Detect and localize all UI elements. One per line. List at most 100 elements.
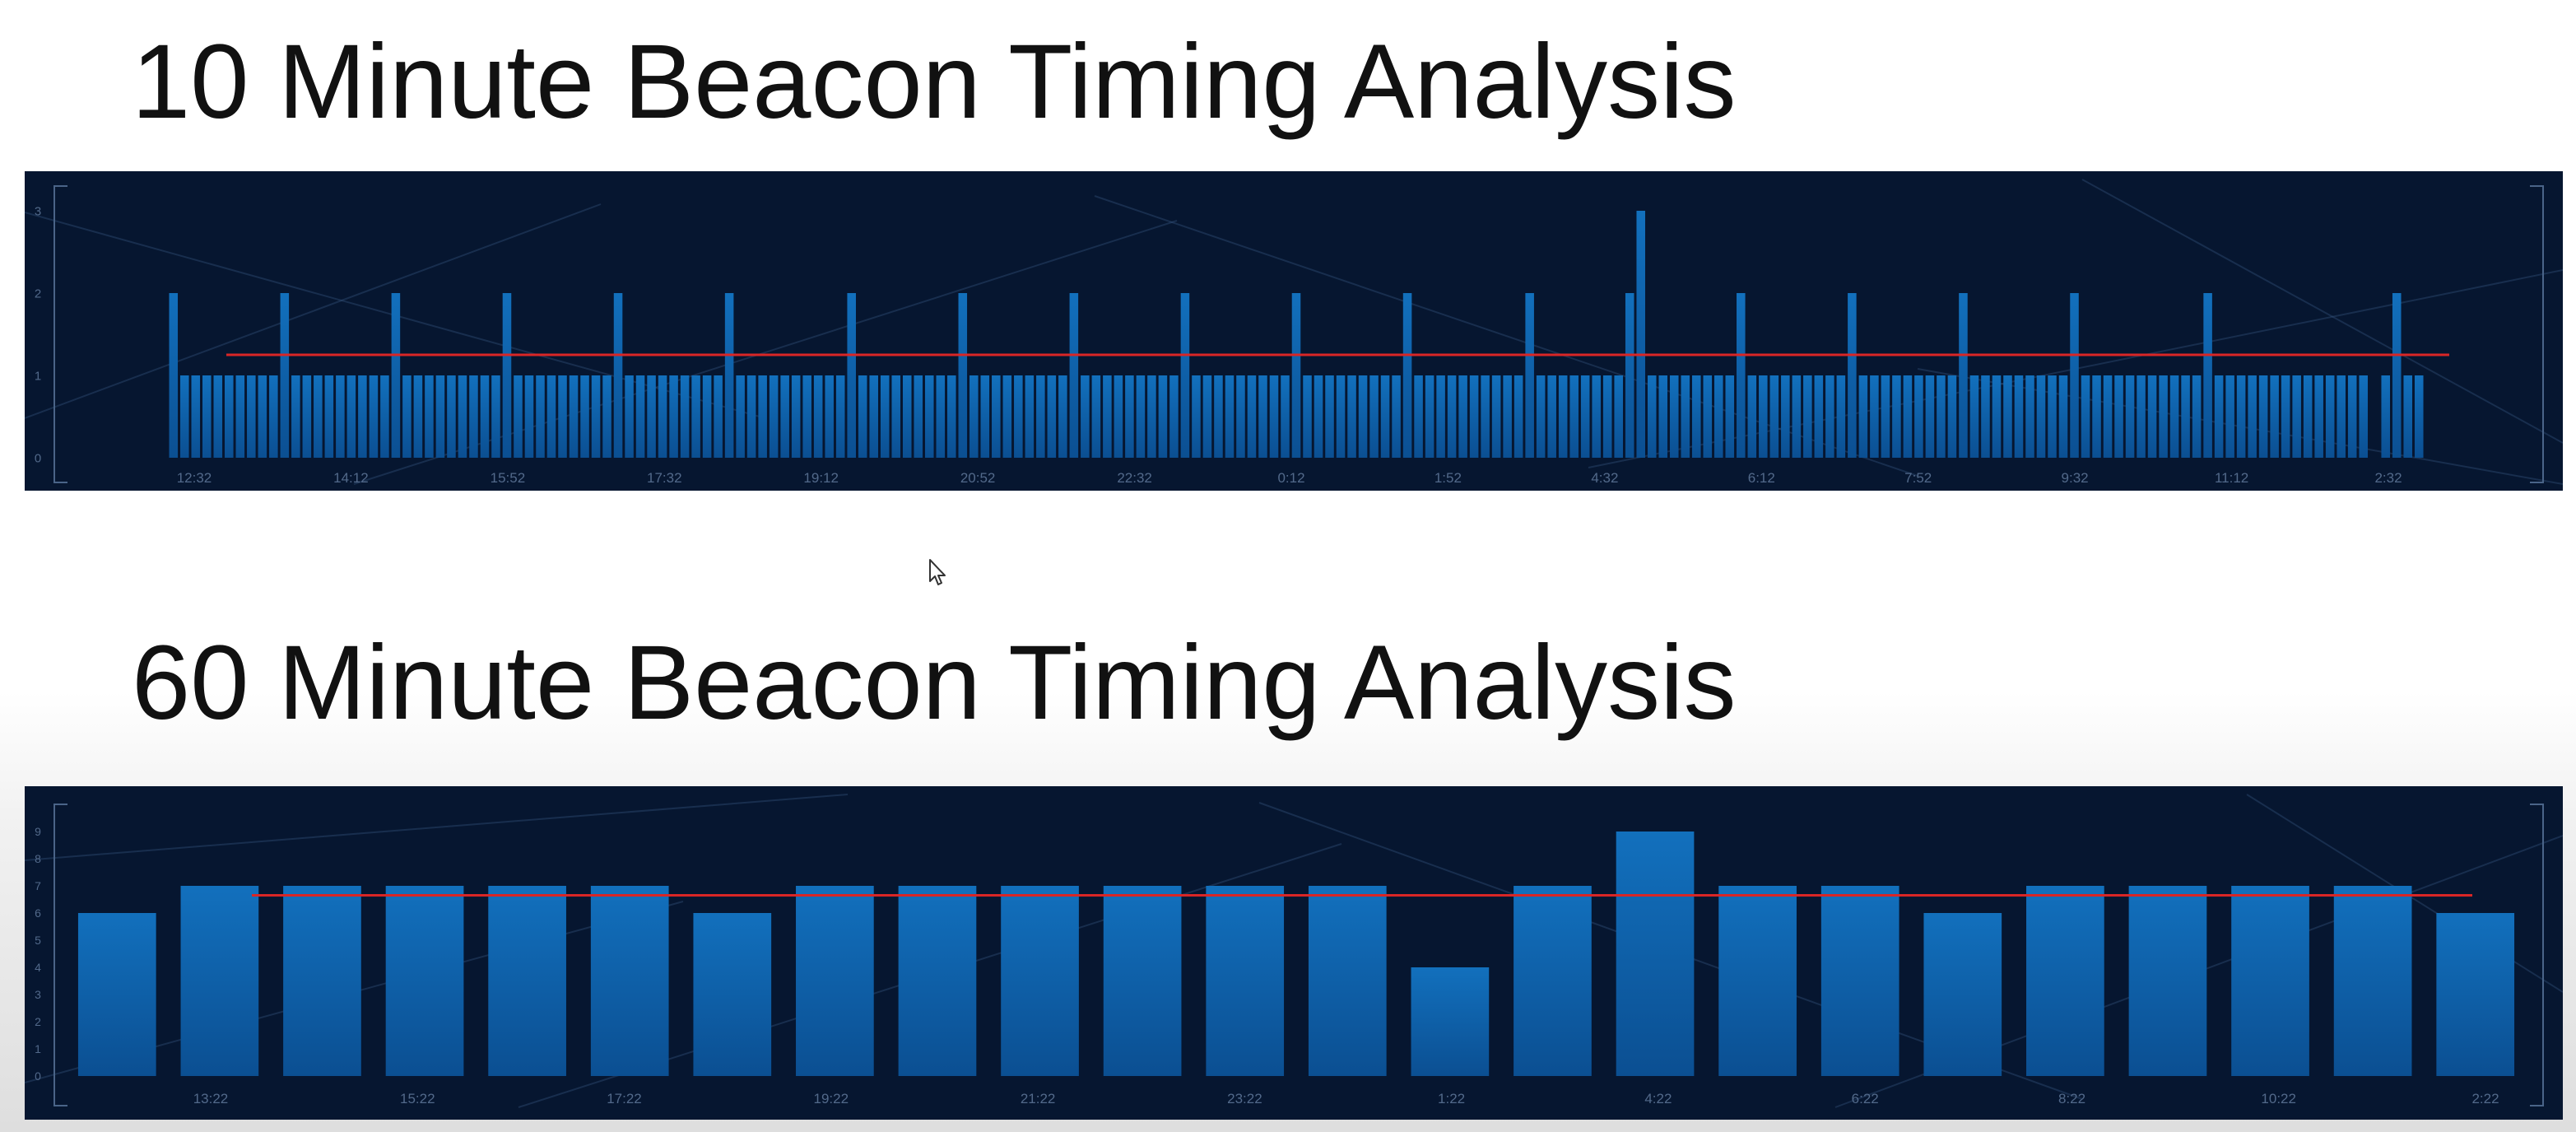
bar	[1848, 293, 1857, 458]
bar	[769, 375, 779, 458]
x-tick-label: 9:32	[2062, 470, 2089, 486]
mouse-pointer-icon	[929, 559, 946, 585]
x-tick-label: 11:12	[2215, 470, 2248, 486]
x-tick-label: 12:32	[177, 470, 212, 486]
bar	[2048, 375, 2057, 458]
bar	[1792, 375, 1802, 458]
x-tick-label: 20:52	[960, 470, 996, 486]
bar	[591, 375, 601, 458]
y-tick-label: 5	[35, 934, 41, 947]
bar	[2092, 375, 2101, 458]
bar	[536, 375, 545, 458]
bar	[1036, 375, 1045, 458]
bar	[1725, 375, 1735, 458]
bar	[569, 375, 579, 458]
bar	[2414, 375, 2424, 458]
bar	[169, 293, 179, 458]
bar	[847, 293, 856, 458]
bar	[283, 886, 361, 1076]
bar	[693, 913, 772, 1076]
bar	[1091, 375, 1101, 458]
bar	[1714, 375, 1723, 458]
bar	[2147, 375, 2157, 458]
bar	[1147, 375, 1156, 458]
y-tick-label: 0	[35, 1069, 41, 1083]
x-tick-label: 1:52	[1434, 470, 1462, 486]
x-tick-label: 14:12	[333, 470, 369, 486]
bar	[1002, 375, 1012, 458]
bar	[1836, 375, 1846, 458]
bar	[247, 375, 256, 458]
bar	[2359, 375, 2368, 458]
bar	[1436, 375, 1445, 458]
y-tick-label: 6	[35, 906, 41, 920]
bar	[2281, 375, 2290, 458]
chart-title-60-minute: 60 Minute Beacon Timing Analysis	[132, 624, 1737, 742]
bar	[1558, 375, 1568, 458]
bar	[369, 375, 379, 458]
bar	[1870, 375, 1879, 458]
bar	[1803, 375, 1812, 458]
bar	[1614, 375, 1623, 458]
bar	[1469, 375, 1479, 458]
bar	[590, 886, 669, 1076]
bar	[802, 375, 811, 458]
decorative-line	[1094, 195, 1918, 477]
bar	[2248, 375, 2257, 458]
bar	[1647, 375, 1657, 458]
bar	[2181, 375, 2190, 458]
bar	[1992, 375, 2002, 458]
bar	[1206, 886, 1285, 1076]
bar	[2214, 375, 2224, 458]
x-tick-label: 8:22	[2058, 1091, 2085, 1106]
y-tick-label: 1	[35, 1042, 41, 1055]
x-tick-label: 15:22	[400, 1091, 435, 1106]
bar	[358, 375, 367, 458]
frame-bracket-left	[53, 804, 67, 1106]
bar	[796, 886, 874, 1076]
bar	[225, 375, 234, 458]
bar	[280, 293, 290, 458]
bar	[1881, 375, 1890, 458]
x-tick-label: 17:32	[647, 470, 682, 486]
bar	[1047, 375, 1057, 458]
bar	[1236, 375, 1245, 458]
bar	[1001, 886, 1079, 1076]
bar	[2292, 375, 2301, 458]
bar	[447, 375, 456, 458]
decorative-line	[2081, 179, 2563, 444]
bar	[1136, 375, 1146, 458]
bar	[1769, 375, 1779, 458]
bar	[458, 375, 467, 458]
bar	[2137, 375, 2146, 458]
bar	[714, 375, 723, 458]
bar	[1347, 375, 1356, 458]
x-tick-label: 15:52	[491, 470, 526, 486]
bar	[2258, 375, 2268, 458]
bar	[947, 375, 956, 458]
x-tick-label: 10:22	[2261, 1091, 2296, 1106]
bar	[1923, 913, 2002, 1076]
bar	[691, 375, 700, 458]
y-tick-label: 2	[35, 1015, 41, 1028]
bar	[1114, 375, 1123, 458]
bar	[758, 375, 767, 458]
bar	[1081, 375, 1090, 458]
bar	[880, 375, 890, 458]
bar	[1247, 375, 1257, 458]
bar	[1536, 375, 1546, 458]
bar	[1481, 375, 1490, 458]
bar	[2070, 293, 2079, 458]
bar	[2403, 375, 2413, 458]
bar	[2347, 375, 2357, 458]
x-tick-label: 7:52	[1904, 470, 1932, 486]
bar	[179, 375, 189, 458]
bar	[1737, 293, 1746, 458]
bar	[635, 375, 645, 458]
bar	[825, 375, 834, 458]
bar	[1718, 886, 1797, 1076]
bar	[891, 375, 901, 458]
bar	[1747, 375, 1757, 458]
bar	[1602, 375, 1612, 458]
bar	[2169, 375, 2179, 458]
